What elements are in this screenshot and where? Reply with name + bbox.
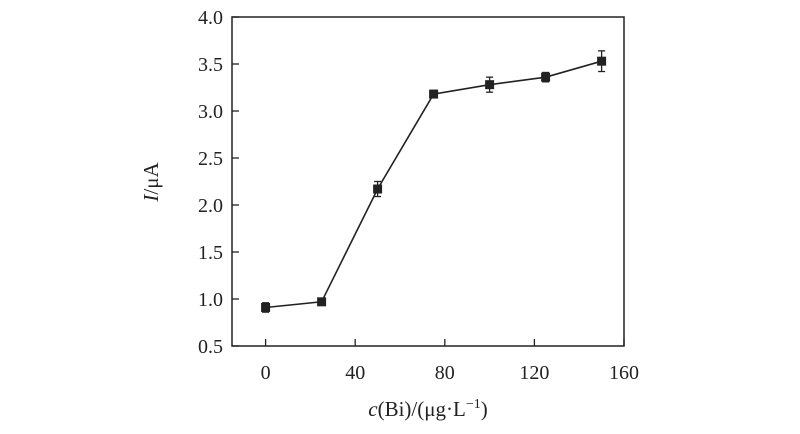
x-axis-label-variable: c (368, 397, 378, 421)
x-axis-ticks: 0 40 80 120 160 (261, 339, 639, 384)
data-point (373, 184, 383, 194)
y-tick-label: 2.0 (198, 195, 223, 217)
x-axis-label: c(Bi)/(μg·L−1) (368, 397, 487, 421)
y-axis-ticks: 0.5 1.0 1.5 2.0 2.5 3.0 3.5 4.0 (198, 7, 239, 358)
data-point (429, 89, 439, 99)
plot-frame (231, 16, 625, 347)
y-tick-label: 4.0 (198, 7, 223, 29)
data-point (541, 72, 551, 82)
y-tick-label: 3.0 (198, 101, 223, 123)
data-point (485, 80, 495, 90)
x-tick-label: 120 (519, 362, 549, 384)
y-tick-label: 2.5 (198, 148, 223, 170)
series-layer (261, 50, 607, 313)
y-axis-label: I/μA (139, 162, 163, 203)
x-tick-label: 40 (345, 362, 365, 384)
x-axis-label-close: ) (481, 397, 488, 421)
data-point (317, 297, 327, 307)
data-point (261, 302, 271, 312)
y-tick-label: 3.5 (198, 54, 223, 76)
y-axis-label-unit: /μA (139, 162, 163, 195)
x-axis-label-exponent: −1 (466, 397, 481, 412)
y-tick-label: 1.5 (198, 242, 223, 264)
x-tick-label: 0 (261, 362, 271, 384)
y-tick-label: 1.0 (198, 289, 223, 311)
x-tick-label: 160 (609, 362, 639, 384)
y-axis-label-variable: I (139, 194, 163, 203)
data-point (597, 56, 607, 66)
y-tick-label: 0.5 (198, 336, 223, 358)
x-axis-label-unit: (Bi)/(μg·L (378, 397, 466, 421)
x-tick-label: 80 (435, 362, 455, 384)
